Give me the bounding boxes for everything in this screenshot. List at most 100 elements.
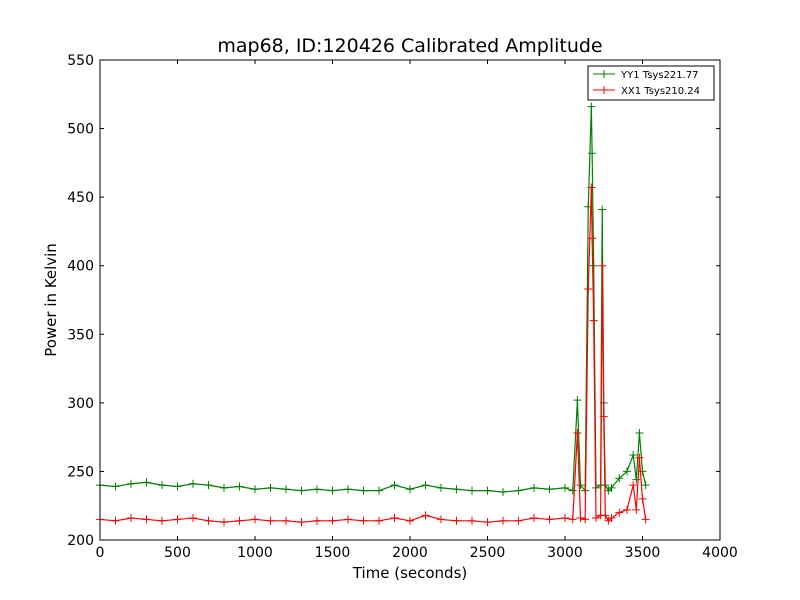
data-point-yy1 (406, 485, 414, 494)
data-point-yy1 (568, 486, 577, 495)
y-tick-label: 200 (67, 533, 94, 549)
data-point-yy1 (127, 479, 135, 488)
data-point-xx1 (452, 516, 461, 525)
data-point-yy1 (421, 481, 430, 490)
data-point-yy1 (607, 483, 616, 492)
data-point-xx1 (142, 515, 151, 524)
data-point-yy1 (641, 481, 650, 490)
data-point-yy1 (635, 429, 644, 438)
data-point-xx1 (127, 514, 135, 523)
x-axis-label: Time (seconds) (352, 564, 468, 582)
data-point-xx1 (251, 515, 259, 524)
y-tick-label: 500 (67, 122, 94, 138)
data-point-yy1 (623, 467, 631, 476)
data-point-yy1 (173, 482, 182, 491)
x-tick-label: 1500 (315, 545, 351, 561)
data-point-xx1 (173, 515, 182, 524)
data-point-yy1 (499, 488, 507, 496)
data-point-yy1 (589, 261, 598, 270)
data-point-xx1 (421, 511, 430, 520)
data-point-xx1 (499, 516, 507, 525)
data-point-xx1 (483, 518, 492, 527)
x-tick-label: 1000 (237, 545, 273, 561)
y-tick-label: 450 (67, 190, 94, 206)
data-point-yy1 (598, 205, 607, 214)
data-point-xx1 (568, 515, 577, 524)
y-tick-label: 250 (67, 464, 94, 480)
y-tick-label: 300 (67, 396, 94, 412)
data-point-yy1 (328, 486, 337, 495)
data-point-xx1 (615, 508, 624, 517)
data-point-xx1 (390, 514, 399, 523)
data-point-yy1 (375, 486, 383, 495)
data-point-xx1 (468, 516, 476, 525)
x-tick-label: 2000 (392, 545, 428, 561)
data-point-yy1 (189, 479, 197, 488)
legend-label-yy1: YY1 Tsys221.77 (620, 70, 699, 81)
tick-layer: 0 500 1000 1500 2000 2500 3000 3500 4000 200 250 30… (67, 53, 738, 561)
data-point-xx1 (297, 518, 306, 527)
data-point-yy1 (142, 478, 151, 487)
data-point-yy1 (561, 483, 569, 492)
data-point-yy1 (530, 483, 538, 492)
data-point-xx1 (235, 516, 244, 525)
x-tick-label: 2500 (470, 545, 506, 561)
series-layer (96, 102, 650, 527)
y-tick-label: 400 (67, 259, 94, 275)
data-point-yy1 (452, 485, 461, 494)
data-point-yy1 (588, 149, 597, 158)
data-point-xx1 (204, 516, 213, 525)
data-point-xx1 (584, 285, 593, 294)
data-point-yy1 (235, 482, 244, 491)
data-point-yy1 (437, 483, 445, 492)
data-point-xx1 (598, 261, 607, 270)
chart-title: map68, ID:120426 Calibrated Amplitude (217, 35, 602, 57)
data-point-yy1 (359, 486, 368, 495)
data-point-yy1 (220, 483, 228, 492)
data-point-yy1 (297, 486, 306, 495)
data-point-xx1 (344, 515, 352, 524)
data-point-yy1 (587, 102, 596, 111)
data-point-yy1 (632, 475, 641, 484)
data-point-yy1 (390, 481, 399, 490)
y-tick-label: 350 (67, 327, 94, 343)
data-point-xx1 (641, 515, 650, 524)
data-point-xx1 (545, 515, 554, 524)
data-point-yy1 (629, 450, 638, 459)
data-point-xx1 (220, 518, 228, 527)
data-point-xx1 (638, 494, 647, 503)
x-tick-label: 3000 (547, 545, 583, 561)
data-point-xx1 (111, 516, 120, 525)
data-point-yy1 (282, 485, 290, 494)
data-point-yy1 (204, 481, 213, 490)
data-point-yy1 (615, 474, 624, 483)
data-point-yy1 (573, 396, 582, 405)
plot-area (100, 60, 720, 540)
legend: YY1 Tsys221.77 XX1 Tsys210.24 (587, 65, 715, 101)
data-point-xx1 (629, 481, 638, 490)
data-point-yy1 (251, 485, 259, 494)
data-point-xx1 (530, 514, 538, 523)
legend-label-xx1: XX1 Tsys210.24 (621, 86, 700, 97)
data-point-xx1 (581, 515, 590, 524)
data-point-yy1 (468, 486, 476, 495)
data-point-yy1 (545, 485, 554, 494)
data-point-yy1 (158, 481, 166, 490)
data-point-xx1 (601, 511, 610, 520)
data-point-xx1 (573, 429, 582, 438)
data-point-xx1 (158, 516, 166, 525)
data-point-xx1 (266, 516, 275, 525)
y-tick-label: 550 (67, 53, 94, 69)
data-point-xx1 (375, 516, 383, 525)
y-axis-label: Power in Kelvin (42, 243, 60, 357)
data-point-xx1 (635, 453, 644, 462)
data-point-xx1 (313, 516, 321, 525)
data-point-xx1 (359, 516, 368, 525)
data-point-xx1 (599, 412, 608, 421)
data-point-yy1 (483, 486, 492, 495)
data-point-yy1 (344, 485, 352, 494)
data-point-xx1 (587, 183, 596, 192)
x-tick-label: 0 (96, 545, 105, 561)
data-point-yy1 (266, 483, 275, 492)
legend-box (587, 65, 715, 101)
